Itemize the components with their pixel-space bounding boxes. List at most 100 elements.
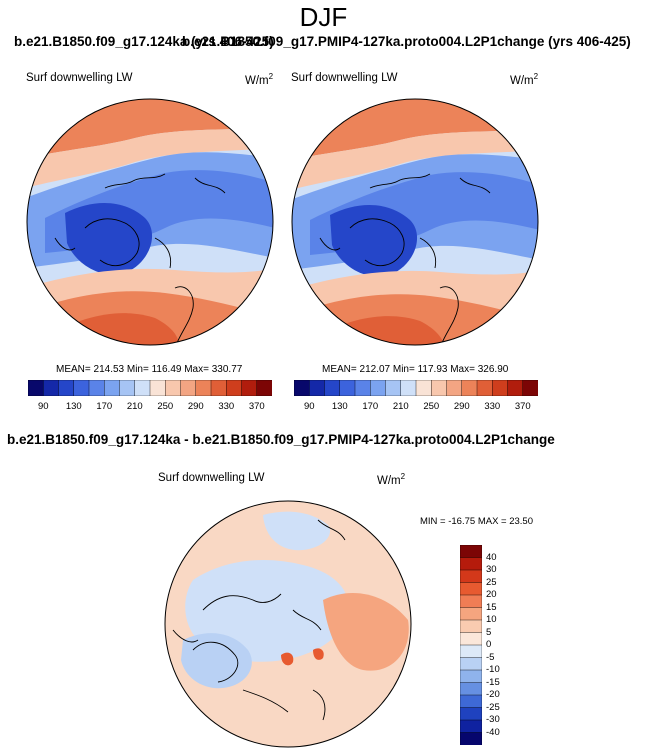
colorbar-1-swatch <box>43 380 60 396</box>
map2-coastlines <box>319 173 491 345</box>
colorbar-1-swatch <box>73 380 90 396</box>
colorbar-1-tick-label: 330 <box>218 401 235 412</box>
diff-units: W/m2 <box>377 472 406 487</box>
colorbar-diff-ticks: 40 30 25 20 15 10 5 0 -5 -10 -15 -20 -25 -30 -40 <box>486 545 526 745</box>
colorbar-1-tick-label: 250 <box>157 401 174 412</box>
colorbar-1-swatch <box>88 380 105 396</box>
colorbar-2-tick-label: 170 <box>362 401 379 412</box>
colorbar-diff-tick-label: 15 <box>486 601 497 613</box>
colorbar-1-swatch <box>241 380 258 396</box>
map1-canada-deep-blue <box>65 202 153 275</box>
panel1-units: W/m2 <box>245 72 274 87</box>
colorbar-2-tick-label: 250 <box>423 401 440 412</box>
diff-variable-label: Surf downwelling LW <box>158 472 265 484</box>
map2-boundary <box>291 98 539 346</box>
colorbar-diff-tick-label: -5 <box>486 651 495 663</box>
colorbar-diff-tick-label: 0 <box>486 639 492 650</box>
panel2-variable-label: Surf downwelling LW <box>291 72 398 84</box>
colorbar-2 <box>294 380 538 396</box>
colorbar-2-swatch <box>385 380 402 396</box>
map1-pacific-peach <box>27 128 273 188</box>
colorbar-2-tick-label: 290 <box>453 401 470 412</box>
colorbar-1-tick-label: 210 <box>126 401 143 412</box>
colorbar-1-swatch <box>226 380 243 396</box>
diff-atlantic-orange <box>323 592 409 671</box>
colorbar-diff-swatch <box>460 707 482 721</box>
colorbar-1-swatch <box>58 380 75 396</box>
colorbar-diff-swatch <box>460 545 482 559</box>
colorbar-2-swatch <box>461 380 478 396</box>
diff-pacific-blue <box>263 511 331 551</box>
colorbar-1-swatch <box>104 380 121 396</box>
colorbar-1-tick-label: 130 <box>65 401 82 412</box>
colorbar-diff-tick-label: -40 <box>486 726 500 738</box>
colorbar-diff <box>460 545 482 745</box>
colorbar-diff-swatch <box>460 694 482 709</box>
colorbar-2-swatch <box>431 380 448 396</box>
colorbar-diff-swatch <box>460 719 482 734</box>
colorbar-2-tick-label: 210 <box>392 401 409 412</box>
colorbar-2-swatch <box>446 380 463 396</box>
colorbar-1-swatch <box>256 380 272 396</box>
colorbar-1-tick-label: 290 <box>187 401 204 412</box>
colorbar-diff-swatch <box>460 669 482 684</box>
colorbar-1-tick-label: 170 <box>96 401 113 412</box>
colorbar-1-swatch <box>180 380 197 396</box>
colorbar-1 <box>28 380 272 396</box>
panel2-stats: MEAN= 212.07 Min= 117.93 Max= 326.90 <box>322 364 509 375</box>
colorbar-1-swatch <box>165 380 182 396</box>
diff-coastlines <box>172 519 346 721</box>
map-panel-diff <box>164 500 412 748</box>
colorbar-diff-tick-label: 40 <box>486 551 497 563</box>
colorbar-2-tick-label: 90 <box>303 401 315 412</box>
map1-coastlines <box>54 173 226 345</box>
colorbar-2-ticks: 90 130 170 210 250 290 330 370 <box>294 401 538 415</box>
colorbar-1-swatch <box>149 380 166 396</box>
panel2-units: W/m2 <box>510 72 539 87</box>
season-title: DJF <box>299 2 348 32</box>
colorbar-diff-swatch <box>460 557 482 571</box>
colorbar-2-swatch <box>400 380 417 396</box>
colorbar-2-swatch <box>354 380 371 396</box>
map-panel-2 <box>291 98 539 346</box>
colorbar-diff-tick-label: -20 <box>486 689 500 700</box>
colorbar-2-tick-label: 330 <box>484 401 501 412</box>
colorbar-2-swatch <box>522 380 538 396</box>
colorbar-diff-tick-label: 5 <box>486 626 492 638</box>
colorbar-2-swatch <box>339 380 356 396</box>
colorbar-diff-swatch <box>460 594 482 609</box>
colorbar-2-swatch <box>507 380 524 396</box>
colorbar-1-swatch <box>195 380 212 396</box>
colorbar-diff-swatch <box>460 569 482 584</box>
map2-canada-deep-blue <box>330 204 418 277</box>
colorbar-2-tick-label: 370 <box>514 401 531 412</box>
colorbar-2-swatch <box>415 380 432 396</box>
colorbar-diff-tick-label: -10 <box>486 664 500 675</box>
panel1-variable-label: Surf downwelling LW <box>26 72 133 84</box>
colorbar-1-tick-label: 90 <box>37 401 49 412</box>
colorbar-2-swatch <box>476 380 493 396</box>
case-title-right: b.e21.B1850.f09_g17.PMIP4-127ka.proto004… <box>182 34 631 49</box>
colorbar-diff-swatch <box>460 607 482 621</box>
colorbar-diff-tick-label: 30 <box>486 564 497 575</box>
colorbar-diff-swatch <box>460 644 482 659</box>
colorbar-diff-swatch <box>460 582 482 596</box>
diff-title: b.e21.B1850.f09_g17.124ka - b.e21.B1850.… <box>7 432 555 447</box>
colorbar-diff-tick-label: 10 <box>486 614 497 625</box>
colorbar-1-swatch <box>210 380 227 396</box>
diff-boundary <box>164 500 412 748</box>
colorbar-2-swatch <box>309 380 326 396</box>
map-panel-1 <box>26 98 274 346</box>
colorbar-2-tick-label: 130 <box>331 401 348 412</box>
panel1-stats: MEAN= 214.53 Min= 116.49 Max= 330.77 <box>56 364 243 375</box>
colorbar-2-swatch <box>324 380 341 396</box>
colorbar-1-swatch <box>119 380 136 396</box>
colorbar-diff-swatch <box>460 682 482 696</box>
colorbar-diff-swatch <box>460 657 482 671</box>
diff-stats: MIN = -16.75 MAX = 23.50 <box>420 516 534 527</box>
colorbar-diff-tick-label: -30 <box>486 714 500 725</box>
diff-canada-blue <box>181 633 252 689</box>
diff-warm-spot-1 <box>281 652 294 666</box>
colorbar-diff-tick-label: -25 <box>486 701 500 713</box>
colorbar-1-ticks: 90 130 170 210 250 290 330 370 <box>28 401 272 415</box>
